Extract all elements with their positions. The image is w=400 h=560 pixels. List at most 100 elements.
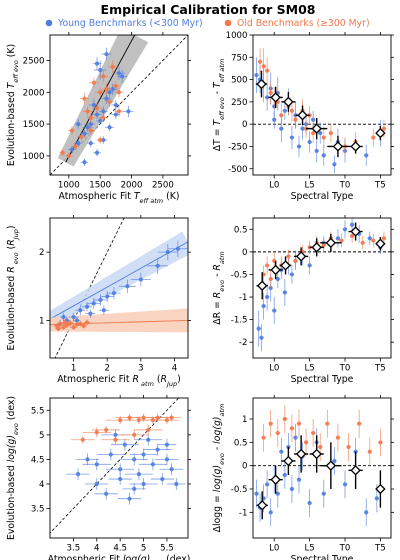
binned-point: [348, 451, 363, 489]
x-tick-label: L0: [269, 544, 279, 554]
young-point: [332, 447, 337, 475]
binned-point: [306, 117, 328, 140]
young-point: [75, 304, 86, 316]
binned-point: [309, 435, 324, 473]
old-point: [371, 233, 376, 248]
young-point: [111, 99, 121, 111]
young-point: [119, 279, 136, 294]
young-point: [265, 283, 270, 311]
old-point: [346, 433, 351, 461]
young-point: [254, 479, 259, 508]
binned-point: [375, 236, 386, 251]
y-tick-label: 5.5: [31, 406, 45, 416]
old-point: [282, 405, 287, 433]
old-point: [321, 126, 326, 149]
young-point: [282, 278, 287, 307]
x-tick-label: L0: [269, 181, 279, 191]
old-point: [311, 419, 316, 447]
old-point: [303, 428, 309, 457]
old-point: [289, 414, 295, 443]
young-point: [307, 256, 312, 275]
old-point: [120, 429, 149, 440]
old-point: [134, 425, 163, 435]
binned-point: [348, 222, 363, 241]
old-point: [360, 236, 365, 250]
young-point: [321, 479, 326, 508]
old-point: [92, 103, 103, 114]
old-point: [378, 428, 383, 457]
x-tick-label: T5: [374, 181, 386, 191]
x-tick-label: T0: [339, 181, 351, 191]
old-point: [87, 126, 95, 135]
one-to-one-line: [50, 398, 180, 534]
x-tick-label: 4: [94, 544, 99, 554]
y-tick-label: -0.5: [231, 270, 248, 280]
x-tick-label: L0: [269, 364, 279, 374]
x-tick-label: 5.5: [160, 544, 174, 554]
young-point: [106, 463, 135, 476]
young-point: [272, 297, 277, 325]
old-point: [268, 409, 273, 438]
binned-point: [320, 442, 342, 489]
x-tick-label: 2: [104, 364, 109, 374]
old-point: [265, 256, 270, 275]
y-tick-label: -1.5: [231, 316, 248, 326]
young-point: [105, 123, 114, 132]
old-point: [311, 123, 316, 143]
young-point: [108, 473, 132, 485]
old-point: [68, 126, 76, 135]
fit-line-0: [65, 35, 136, 163]
young-point: [60, 312, 67, 322]
young-point: [254, 57, 259, 93]
x-tick-label: 3.5: [67, 544, 81, 554]
young-point: [307, 489, 312, 517]
legend-old-marker: [224, 19, 232, 27]
young-point: [261, 292, 266, 320]
young-point: [94, 487, 118, 500]
old-point: [357, 409, 362, 438]
old-point: [105, 96, 114, 107]
old-point: [286, 249, 291, 264]
old-point: [162, 413, 181, 422]
y-tick-label: 0: [242, 462, 247, 472]
old-point: [367, 437, 372, 466]
y-tick-label: 750: [231, 53, 247, 63]
young-point: [96, 448, 125, 461]
x-axis-label: Atmospheric Fit Teff atm (K): [59, 191, 180, 205]
fit-band-0: [57, 35, 149, 167]
young-point: [117, 492, 142, 505]
y-tick-label: 2500: [23, 56, 45, 66]
x-tick-label: 4.5: [113, 544, 127, 554]
y-tick-label: 1000: [226, 31, 248, 41]
old-point: [268, 269, 273, 288]
young-point: [98, 305, 109, 315]
binned-point: [327, 135, 349, 158]
young-point: [265, 470, 270, 499]
young-point: [335, 229, 341, 248]
young-point: [117, 70, 128, 83]
y-tick-label: -1: [239, 293, 248, 303]
x-tick-label: 3: [138, 364, 143, 374]
x-axis-label: Atmospheric Fit log(g)atm (dex): [48, 554, 191, 560]
young-point: [318, 122, 323, 144]
young-point: [265, 84, 270, 111]
old-point: [113, 87, 125, 98]
fit-line-0: [50, 241, 188, 320]
plot-area: [50, 218, 188, 358]
young-point: [307, 131, 312, 153]
old-point: [96, 136, 104, 144]
young-point: [68, 145, 76, 154]
young-point: [166, 478, 186, 490]
y-tick-label: 2: [39, 248, 44, 258]
old-point: [261, 423, 266, 452]
x-axis-label: Spectral Type: [291, 554, 354, 560]
young-point: [87, 139, 95, 147]
old-point: [289, 100, 295, 122]
x-tick-label: L5: [304, 181, 314, 191]
young-point: [364, 498, 369, 527]
x-tick-label: 1000: [58, 181, 80, 191]
old-point: [80, 323, 88, 329]
old-point: [76, 133, 86, 141]
old-point: [98, 70, 109, 83]
